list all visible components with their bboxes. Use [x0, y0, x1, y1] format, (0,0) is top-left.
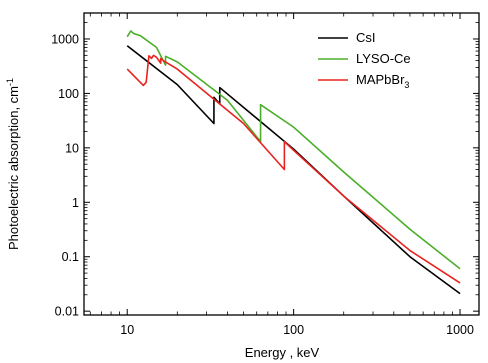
- series-lines: [126, 30, 461, 295]
- y-axis-label-main: Photoelectric absorption, cm: [6, 86, 21, 250]
- legend-label-mapbbr3-subscript: 3: [404, 80, 409, 90]
- y-tick-label: 1000: [51, 32, 79, 46]
- legend-label-csi: CsI: [356, 30, 376, 45]
- y-tick-label: 0.01: [55, 305, 79, 319]
- legend-label-lyso-ce: LYSO-Ce: [356, 51, 411, 66]
- y-tick-label: 1: [72, 196, 79, 210]
- series-line-lyso-ce: [126, 30, 461, 270]
- series-line-csi: [126, 45, 461, 295]
- y-tick-label: 0.1: [62, 250, 79, 264]
- x-tick-label: 10: [120, 323, 134, 337]
- x-axis-ticks: 10 100 1000: [89, 13, 474, 337]
- x-axis-label: Energy , keV: [245, 345, 320, 360]
- x-tick-label: 100: [283, 323, 304, 337]
- y-tick-label: 100: [58, 87, 79, 101]
- y-tick-label: 10: [65, 141, 79, 155]
- x-tick-label: 1000: [446, 323, 474, 337]
- y-axis-label: Photoelectric absorption, cm-1: [5, 78, 21, 250]
- legend: CsI LYSO-Ce MAPbBr3: [318, 30, 411, 90]
- legend-label-mapbbr3-main: MAPbBr: [356, 72, 405, 87]
- y-axis-label-superscript: -1: [5, 78, 15, 86]
- legend-label-mapbbr3: MAPbBr3: [356, 72, 409, 90]
- y-axis-ticks: 0.01 0.1 1 10 100 1000: [51, 22, 479, 319]
- series-line-mapbbr3: [126, 54, 461, 284]
